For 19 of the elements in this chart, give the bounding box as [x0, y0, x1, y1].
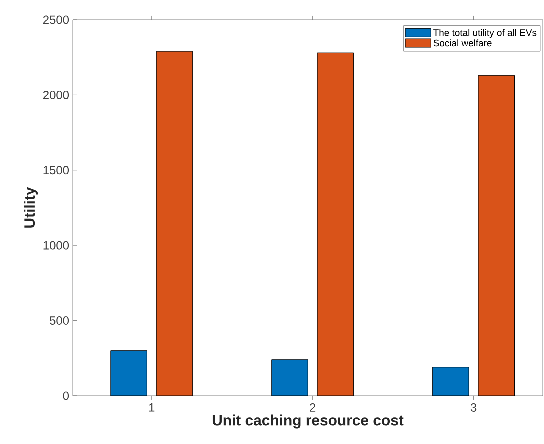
- bar: [272, 360, 308, 396]
- x-tick-label: 3: [470, 404, 477, 412]
- bar: [156, 51, 194, 396]
- bar: [317, 52, 354, 396]
- legend-label: Social welfare: [434, 40, 492, 47]
- bar: [432, 367, 470, 396]
- x-axis-title: Unit caching resource cost: [212, 414, 404, 429]
- legend-label: The total utility of all EVs: [434, 29, 537, 38]
- y-tick-label: 500: [50, 316, 70, 326]
- x-tick-label: 2: [310, 404, 316, 412]
- y-tick-label: 2000: [43, 90, 70, 100]
- y-tick-label: 2500: [43, 16, 70, 24]
- y-axis-title: Utility: [24, 187, 38, 228]
- bar: [110, 350, 148, 396]
- y-tick-label: 1500: [44, 166, 70, 175]
- bar: [478, 75, 516, 396]
- y-tick-label: 0: [63, 392, 70, 400]
- y-tick-label: 1000: [44, 241, 70, 250]
- x-tick-label: 1: [149, 404, 155, 412]
